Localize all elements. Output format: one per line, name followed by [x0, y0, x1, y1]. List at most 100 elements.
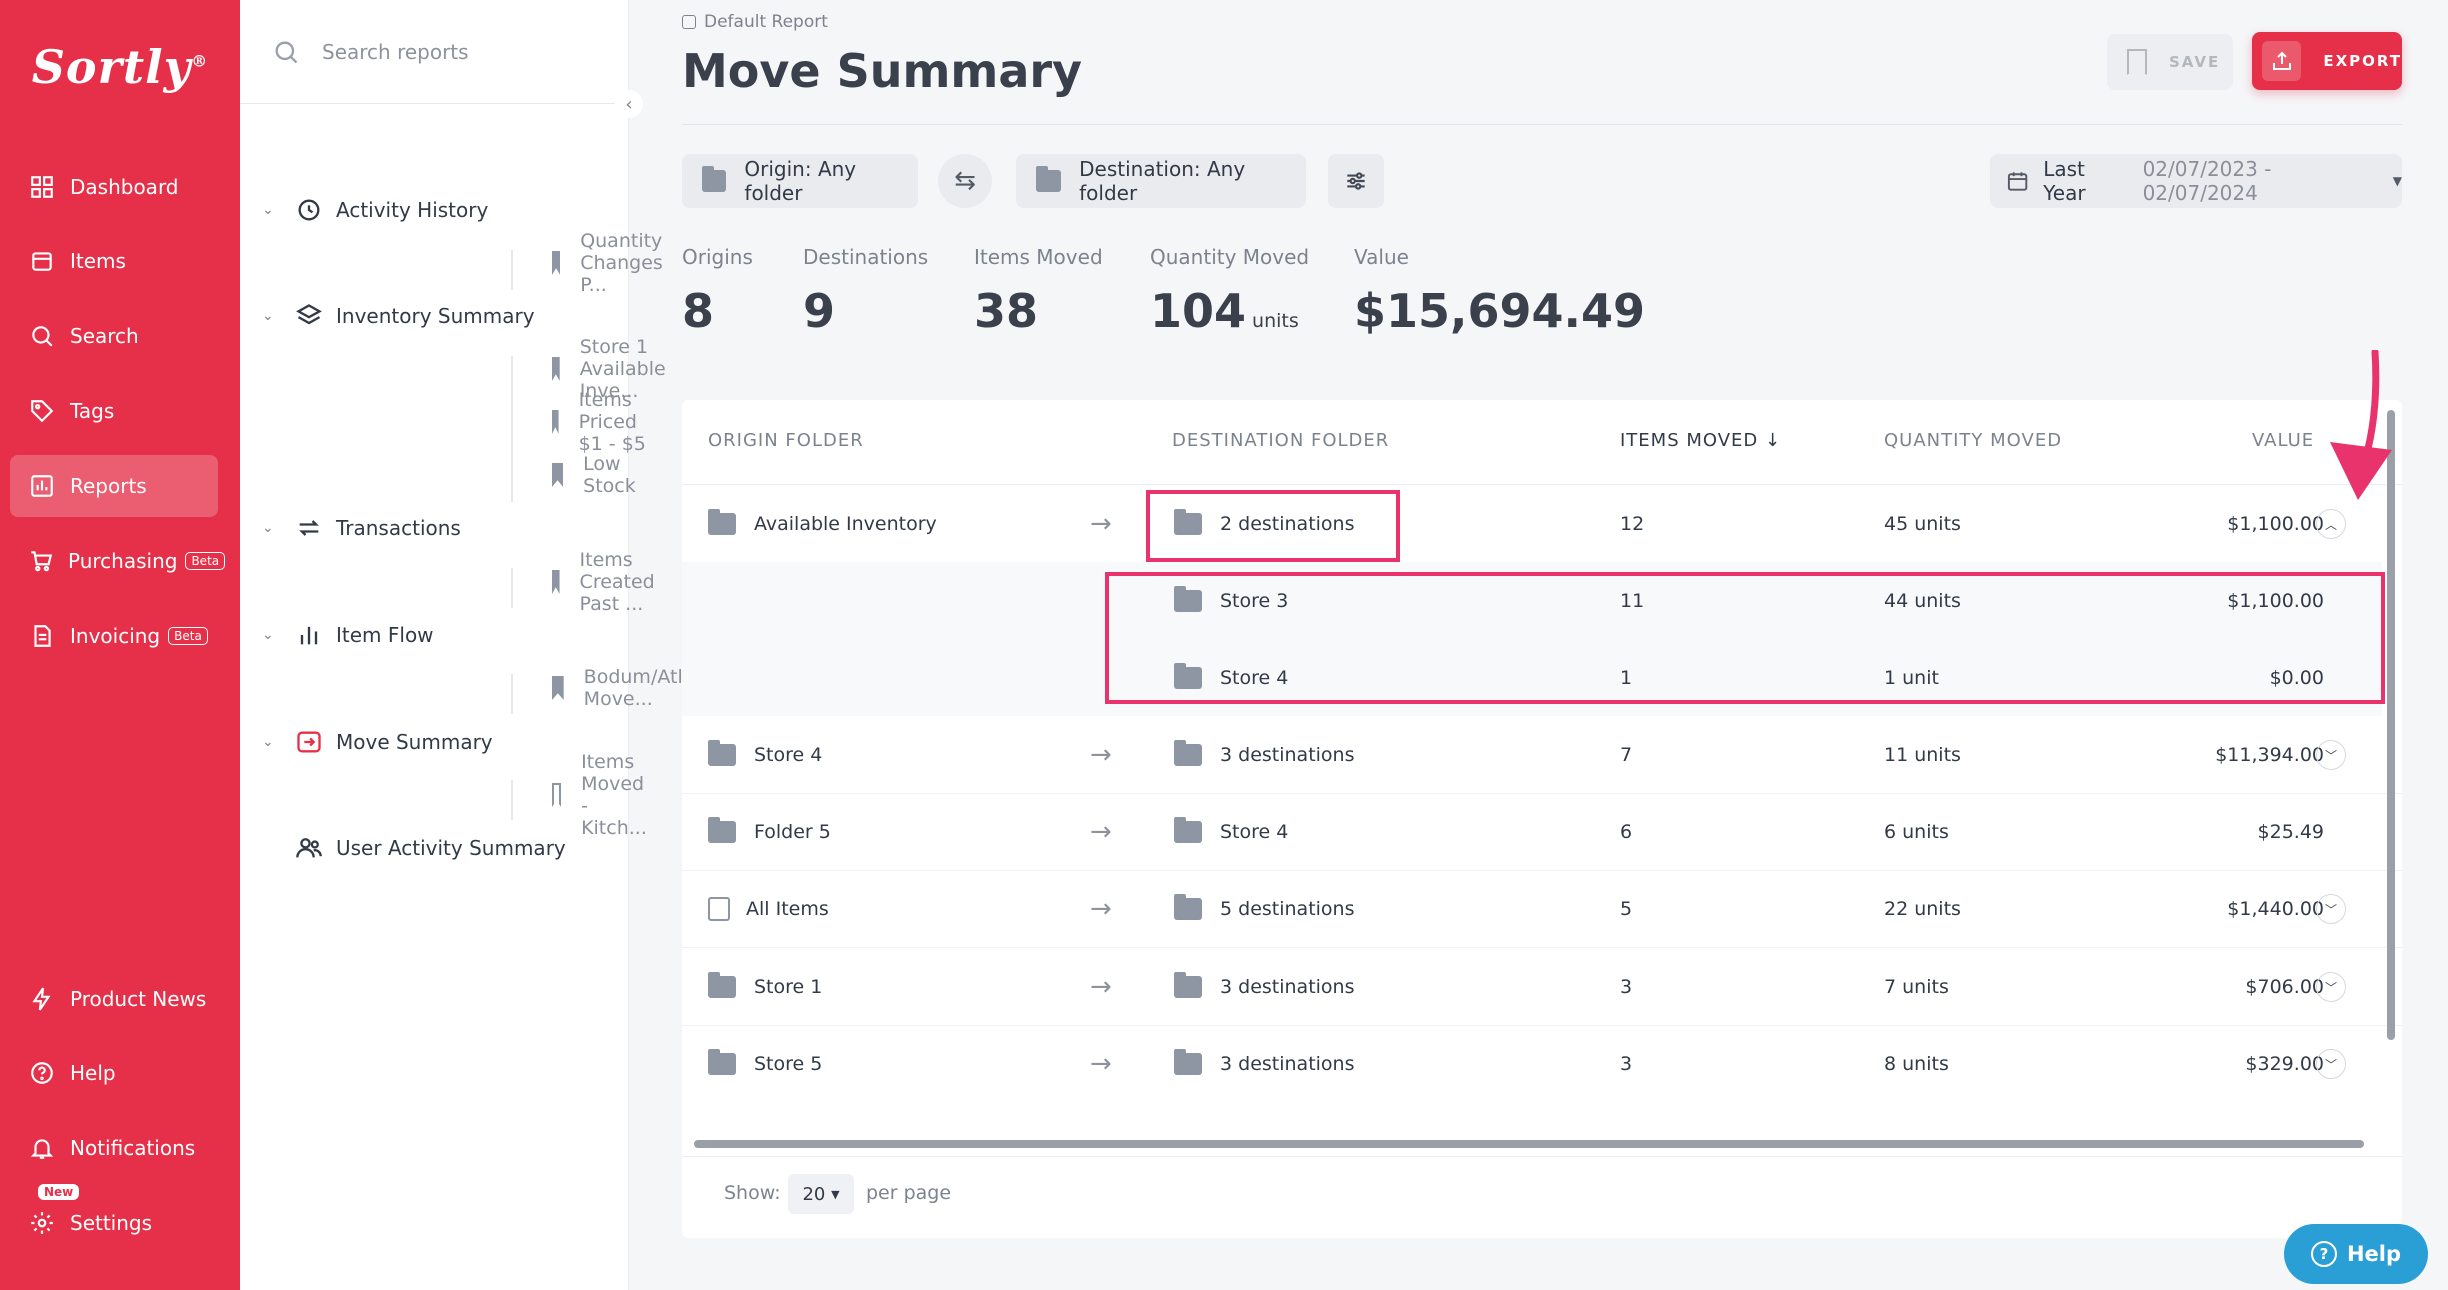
folder-icon	[708, 1048, 736, 1075]
users-icon	[294, 833, 324, 863]
chevron-down-icon[interactable]: ⌄	[262, 308, 274, 324]
help-chat-button[interactable]: ? Help	[2284, 1224, 2428, 1284]
show-label: Show:	[724, 1182, 781, 1204]
search-reports-input[interactable]: Search reports	[322, 39, 469, 64]
stat-label: Destinations	[803, 245, 929, 269]
nav-purchasing[interactable]: Purchasing Beta	[10, 530, 226, 592]
expand-row-button[interactable]: ﹀	[2316, 972, 2346, 1002]
nav-label: Help	[70, 1061, 116, 1085]
chevron-down-icon[interactable]: ⌄	[262, 734, 274, 750]
collapse-row-button[interactable]: ︿	[2316, 509, 2346, 539]
stat-label: Quantity Moved	[1150, 245, 1310, 269]
chevron-down-icon[interactable]: ⌄	[262, 520, 274, 536]
folder-icon	[1036, 166, 1062, 192]
nav-help[interactable]: Help	[10, 1042, 218, 1104]
nav-settings[interactable]: New Settings	[10, 1184, 218, 1254]
tree-user-activity-summary[interactable]: User Activity Summary	[282, 828, 566, 868]
nav-tags[interactable]: Tags	[10, 380, 218, 442]
col-destination[interactable]: DESTINATION FOLDER	[1172, 430, 1390, 451]
nav-invoicing[interactable]: Invoicing Beta	[10, 605, 218, 667]
destination-filter[interactable]: Destination: Any folder	[1016, 154, 1306, 208]
report-item[interactable]: Bodum/Atlas Move...	[552, 666, 711, 710]
bookmark-icon	[2127, 49, 2147, 75]
sortly-logo[interactable]: Sortly®	[31, 40, 209, 94]
nav-dashboard[interactable]: Dashboard	[10, 156, 218, 218]
report-item[interactable]: Store 1 Available Inve...	[552, 336, 676, 402]
page-size-select[interactable]: 20 ▼	[788, 1174, 854, 1214]
tree-transactions[interactable]: ⌄ Transactions	[262, 508, 461, 548]
bookmark-icon	[552, 570, 560, 594]
nav-search[interactable]: Search	[10, 305, 218, 367]
folder-icon	[702, 166, 727, 192]
report-item[interactable]: Items Priced $1 - $5	[552, 389, 648, 455]
col-items-moved[interactable]: ITEMS MOVED ↓	[1620, 430, 1782, 451]
table-row[interactable]: All Items → 5 destinations 5 22 units $1…	[682, 870, 2382, 947]
table-row[interactable]: Store 5 → 3 destinations 3 8 units $329.…	[682, 1025, 2382, 1102]
breadcrumb[interactable]: Default Report	[682, 12, 828, 32]
nav-label: Items	[70, 249, 126, 273]
stat-value: $15,694.49	[1354, 284, 1646, 338]
invoice-icon	[28, 622, 56, 650]
folder-icon	[1174, 816, 1202, 843]
tree-inventory-summary[interactable]: ⌄ Inventory Summary	[262, 296, 535, 336]
tree-move-summary[interactable]: ⌄ Move Summary	[262, 722, 493, 762]
vertical-scrollbar[interactable]	[2387, 410, 2395, 1040]
date-range-picker[interactable]: Last Year 02/07/2023 - 02/07/2024 ▼	[1990, 154, 2402, 208]
arrow-right-icon: →	[1090, 971, 1112, 1002]
nav-notifications[interactable]: Notifications	[10, 1117, 218, 1179]
report-item-label: Store 1 Available Inve...	[579, 336, 666, 402]
table-row[interactable]: Folder 5 → Store 4 6 6 units $25.49	[682, 793, 2382, 870]
stat-quantity-moved: 104 units	[1150, 284, 1299, 338]
horizontal-scrollbar[interactable]	[694, 1140, 2364, 1148]
tree-label: User Activity Summary	[336, 836, 566, 860]
folder-icon	[1174, 508, 1202, 535]
report-item[interactable]: Items Moved - Kitch...	[552, 751, 656, 839]
expand-row-button[interactable]: ﹀	[2316, 740, 2346, 770]
tree-label: Inventory Summary	[336, 304, 535, 328]
export-button[interactable]: EXPORT	[2252, 32, 2402, 90]
caret-down-icon: ▼	[2392, 174, 2402, 188]
date-range: 02/07/2023 - 02/07/2024	[2142, 157, 2272, 205]
origin-filter[interactable]: Origin: Any folder	[682, 154, 918, 208]
folder-icon	[1174, 585, 1202, 612]
expand-row-button[interactable]: ﹀	[2316, 1049, 2346, 1079]
col-quantity-moved[interactable]: QUANTITY MOVED	[1884, 430, 2063, 451]
report-item[interactable]: Quantity Changes P...	[552, 230, 673, 296]
col-origin[interactable]: ORIGIN FOLDER	[708, 430, 864, 451]
gear-icon	[28, 1209, 56, 1237]
dashboard-icon	[28, 173, 56, 201]
highlight-destinations-cell	[1146, 490, 1400, 562]
table-row[interactable]: Store 1 → 3 destinations 3 7 units $706.…	[682, 948, 2382, 1025]
filter-settings-button[interactable]	[1328, 154, 1384, 208]
all-items-icon	[708, 896, 730, 921]
chevron-down-icon[interactable]: ⌄	[262, 627, 274, 643]
report-item[interactable]: Low Stock	[552, 453, 643, 497]
nav-reports[interactable]: Reports	[10, 455, 218, 517]
nav-label: Reports	[70, 474, 147, 498]
tree-item-flow[interactable]: ⌄ Item Flow	[262, 615, 434, 655]
nav-label: Dashboard	[70, 175, 179, 199]
report-icon	[682, 15, 696, 29]
table-row[interactable]: Store 4 → 3 destinations 7 11 units $11,…	[682, 716, 2382, 793]
tree-label: Transactions	[336, 516, 461, 540]
expand-row-button[interactable]: ﹀	[2316, 894, 2346, 924]
layers-icon	[294, 301, 324, 331]
date-preset: Last Year	[2043, 157, 2086, 205]
collapse-sidebar-button[interactable]: ‹	[615, 90, 643, 118]
chevron-down-icon[interactable]: ⌄	[262, 202, 274, 218]
table-row[interactable]: Available Inventory → 2 destinations 12 …	[682, 485, 2382, 562]
stat-label: Items Moved	[974, 245, 1103, 269]
report-item[interactable]: Items Created Past ...	[552, 549, 665, 615]
col-value[interactable]: VALUE	[2252, 430, 2315, 451]
report-search[interactable]: Search reports	[240, 0, 629, 104]
swap-button[interactable]: ⇆	[938, 154, 992, 208]
help-icon	[28, 1059, 56, 1087]
nav-product-news[interactable]: Product News	[10, 968, 218, 1030]
nav-items[interactable]: Items	[10, 230, 218, 292]
folder-icon	[708, 971, 736, 998]
save-button[interactable]: SAVE	[2107, 34, 2233, 90]
bookmark-icon	[552, 463, 564, 487]
folder-icon	[1174, 971, 1202, 998]
tree-activity-history[interactable]: ⌄ Activity History	[262, 190, 488, 230]
sliders-icon	[1347, 172, 1365, 190]
